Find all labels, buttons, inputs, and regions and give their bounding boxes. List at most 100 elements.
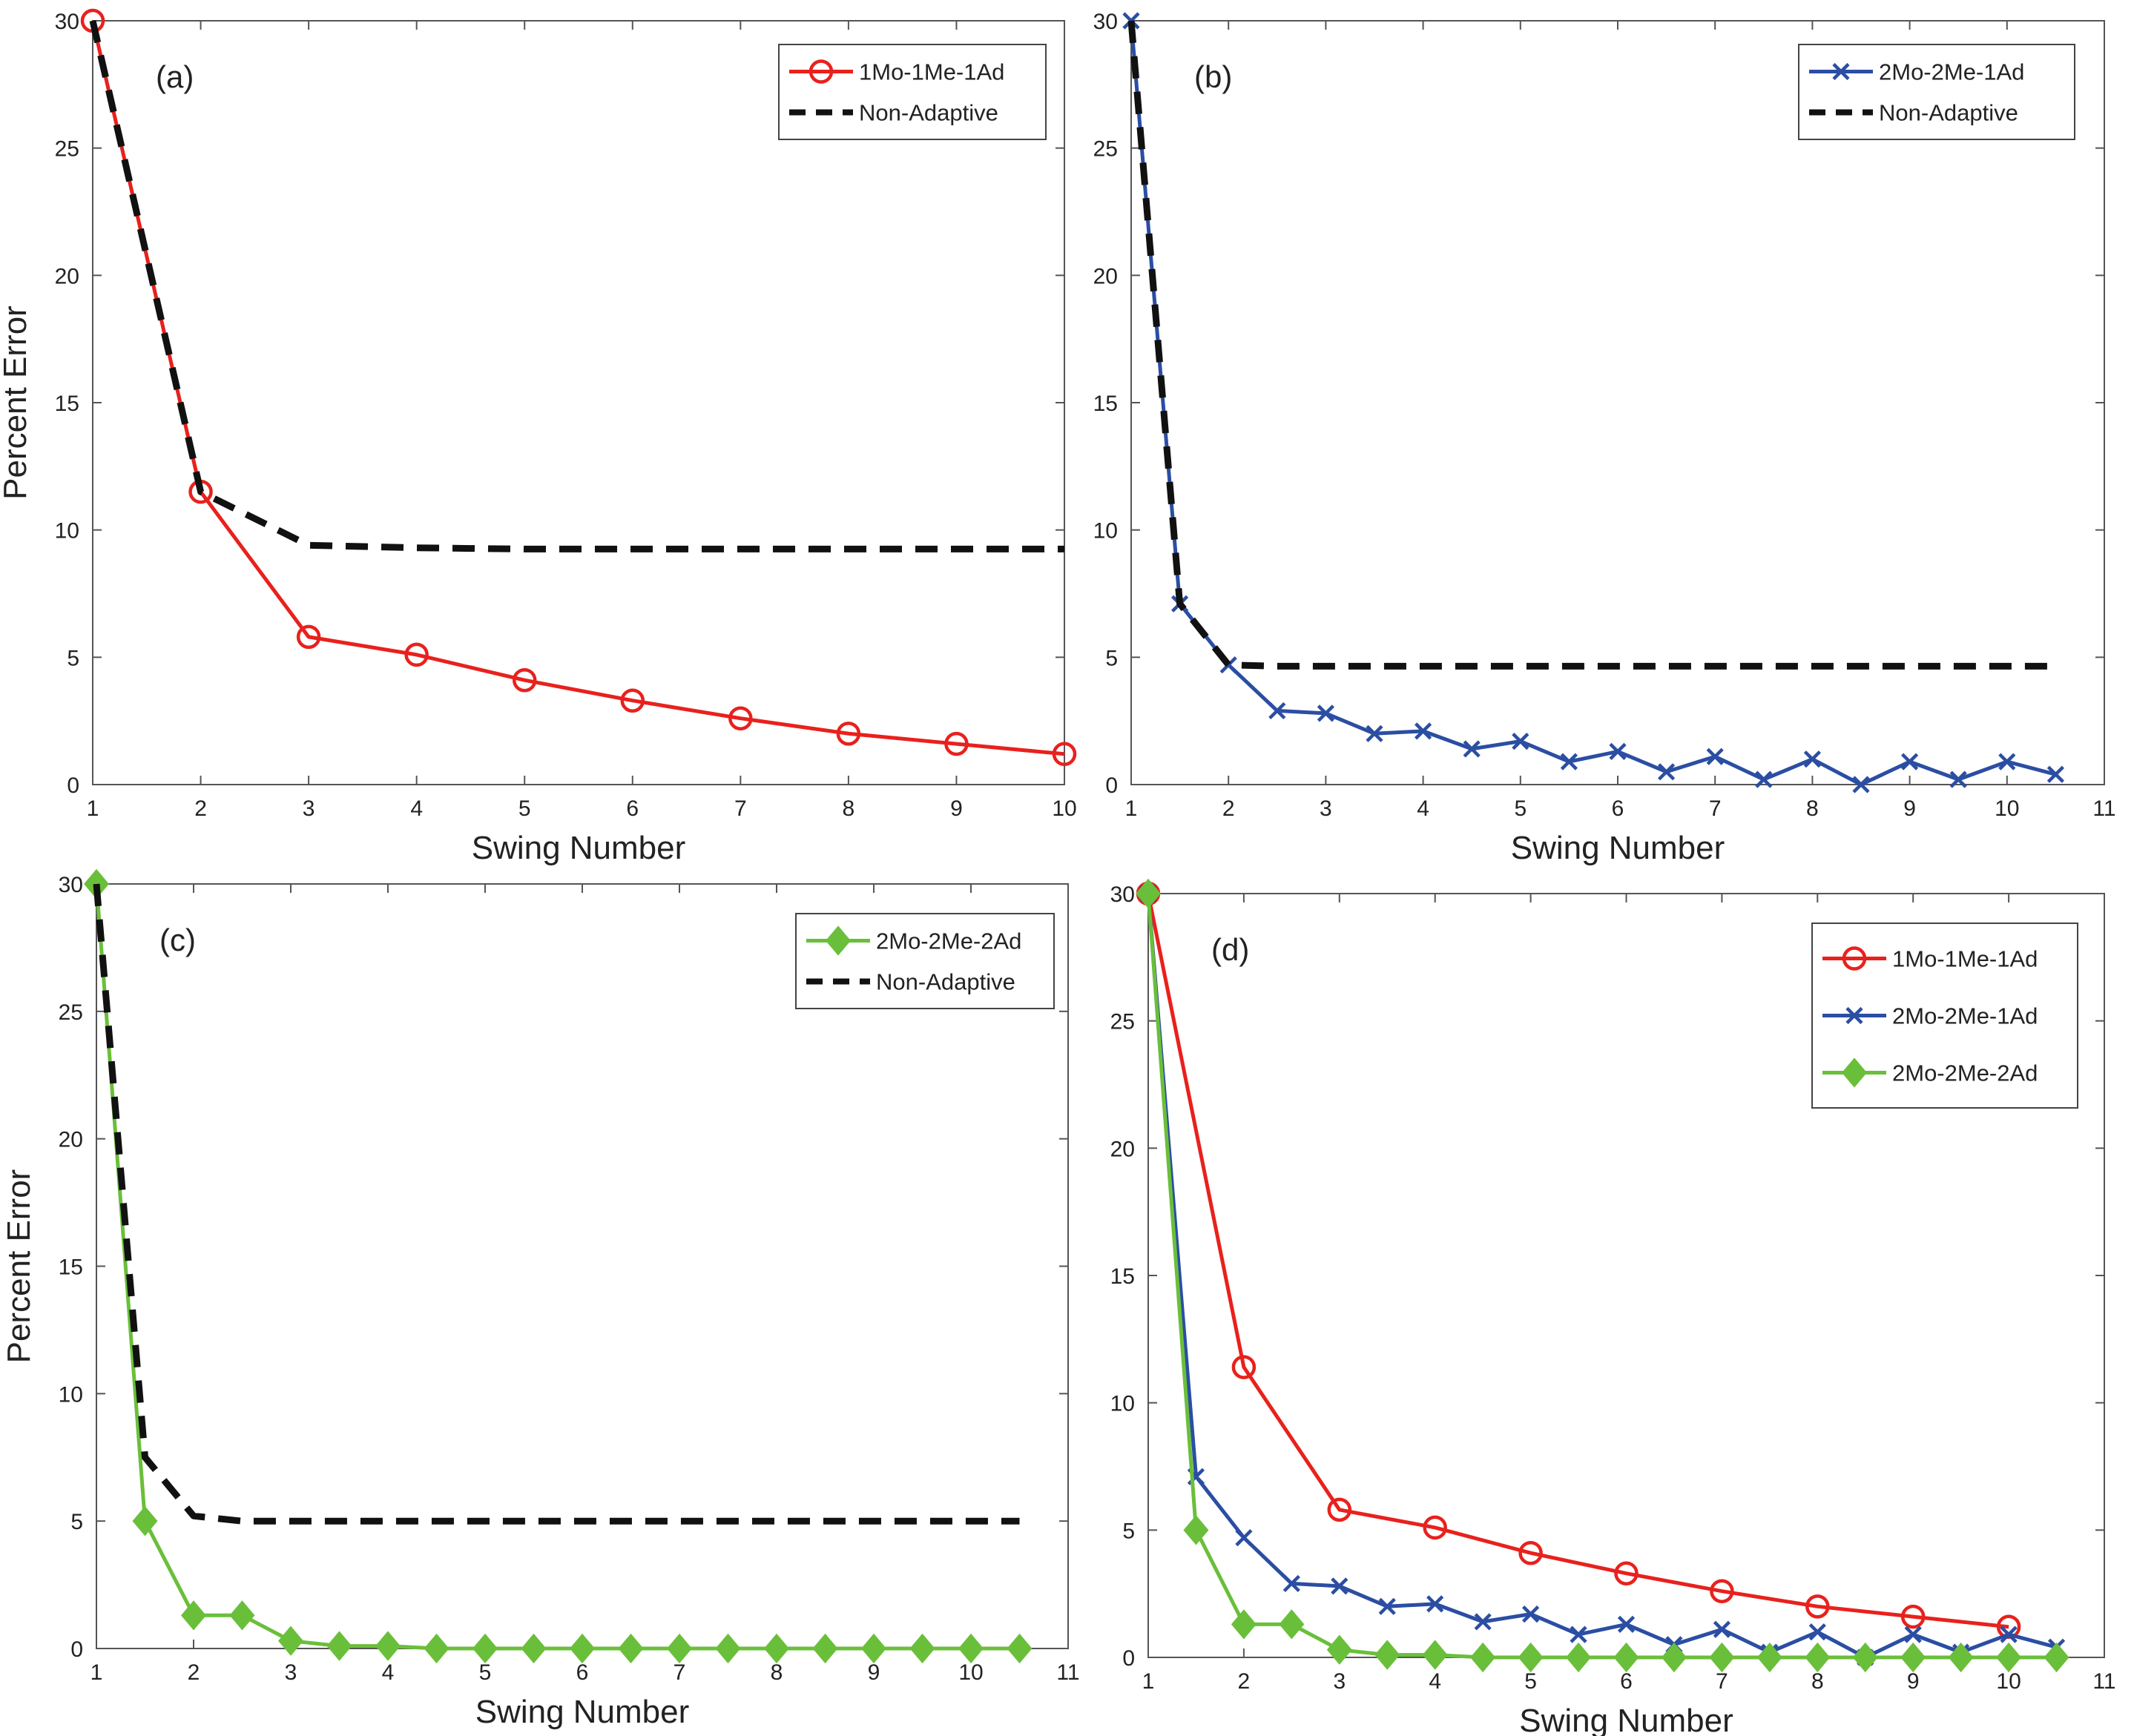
- y-tick-label: 0: [1122, 1646, 1135, 1671]
- data-point: [1900, 1604, 1926, 1629]
- series-layer: [1122, 12, 2064, 793]
- y-tick-label: 0: [70, 1637, 83, 1662]
- x-tick-label: 11: [2092, 796, 2115, 821]
- data-point: [1808, 1623, 1826, 1641]
- legend-label: 1Mo-1Me-1Ad: [859, 59, 1004, 85]
- data-point: [1374, 1640, 1400, 1670]
- y-tick-label: 25: [1093, 137, 1118, 162]
- x-tick-label: 10: [1995, 796, 2019, 821]
- x-tick-label: 6: [1620, 1669, 1633, 1694]
- panel-label: (c): [159, 923, 196, 957]
- data-point: [1518, 1540, 1543, 1565]
- x-tick-label: 3: [1333, 1669, 1346, 1694]
- data-point: [728, 706, 753, 730]
- data-point: [1709, 1642, 1735, 1672]
- data-point: [1609, 742, 1627, 760]
- legend-label: 2Mo-2Me-1Ad: [1892, 1003, 2038, 1029]
- x-tick-label: 11: [2092, 1669, 2115, 1694]
- data-point: [1327, 1497, 1352, 1522]
- data-point: [472, 1633, 498, 1663]
- series-line-2Mo-2Me-1Ad: [1146, 893, 2058, 1660]
- x-tick-label: 9: [1907, 1669, 1920, 1694]
- data-point: [1378, 1597, 1396, 1615]
- x-tick-label: 9: [868, 1660, 880, 1685]
- data-point: [229, 1600, 255, 1631]
- data-point: [296, 624, 321, 650]
- x-axis-label: Swing Number: [472, 830, 686, 866]
- legend: 2Mo-2Me-2Ad Non-Adaptive: [795, 913, 1055, 1009]
- x-axis-label: Swing Number: [1511, 830, 1725, 866]
- x-tick-label: 7: [674, 1660, 686, 1685]
- data-point: [1512, 733, 1529, 750]
- y-tick-label: 30: [59, 873, 83, 897]
- x-tick-label: 9: [1903, 796, 1916, 821]
- y-axis-label: Percent Error: [0, 306, 33, 500]
- data-point: [1560, 753, 1578, 770]
- data-point: [1904, 1626, 1922, 1643]
- legend: 1Mo-1Me-1Ad 2Mo-2Me-1Ad 2Mo-2Me-2Ad: [1811, 923, 2078, 1109]
- y-tick-label: 15: [59, 1255, 83, 1280]
- data-point: [715, 1633, 741, 1663]
- y-tick-label: 20: [59, 1128, 83, 1152]
- data-point: [1998, 753, 2016, 770]
- legend-marker: [1845, 1006, 1863, 1025]
- y-tick-label: 20: [1110, 1137, 1135, 1161]
- data-point: [1007, 1633, 1033, 1663]
- y-tick-label: 30: [1110, 882, 1135, 907]
- data-point: [1805, 1642, 1831, 1672]
- x-tick-label: 3: [303, 796, 315, 821]
- legend-marker: [1842, 1057, 1867, 1088]
- data-point: [1948, 1642, 1974, 1672]
- x-tick-label: 2: [188, 1660, 200, 1685]
- data-point: [1463, 740, 1481, 758]
- data-point: [836, 722, 861, 746]
- data-point: [1570, 1626, 1587, 1643]
- data-point: [764, 1633, 789, 1663]
- data-point: [570, 1633, 595, 1663]
- data-point: [1756, 1642, 1782, 1672]
- legend: 1Mo-1Me-1Ad Non-Adaptive: [778, 44, 1047, 140]
- data-point: [512, 667, 537, 693]
- y-tick-label: 10: [1110, 1392, 1135, 1416]
- legend-marker: [1842, 946, 1867, 971]
- data-point: [1900, 1642, 1926, 1672]
- data-point: [404, 642, 429, 667]
- data-point: [424, 1633, 449, 1663]
- y-tick-label: 25: [55, 137, 79, 162]
- x-tick-label: 9: [950, 796, 963, 821]
- data-point: [1755, 770, 1773, 788]
- data-point: [1282, 1574, 1300, 1593]
- data-point: [1996, 1642, 2022, 1672]
- x-tick-label: 8: [771, 1660, 783, 1685]
- chart-panel-c: 1 2 3 4 5 6 7 8 9 10 11 0 5 10 15 20 25 30 Swing Number Per…: [1, 869, 1080, 1730]
- legend-label: 2Mo-2Me-2Ad: [876, 928, 1021, 954]
- data-point: [1617, 1615, 1636, 1633]
- x-tick-label: 3: [285, 1660, 297, 1685]
- data-point: [1518, 1642, 1544, 1672]
- data-point: [2044, 1642, 2069, 1672]
- data-point: [2046, 765, 2064, 783]
- x-tick-label: 4: [410, 796, 423, 821]
- x-tick-label: 1: [1125, 796, 1138, 821]
- data-point: [944, 731, 969, 756]
- legend-marker: [1832, 62, 1850, 81]
- data-point: [1996, 1614, 2021, 1640]
- x-tick-label: 5: [1524, 1669, 1537, 1694]
- x-tick-label: 4: [1417, 796, 1429, 821]
- data-point: [1614, 1561, 1639, 1585]
- data-point: [1805, 1594, 1830, 1619]
- x-tick-label: 2: [1222, 796, 1235, 821]
- series-layer: [1136, 879, 2069, 1672]
- x-tick-label: 8: [843, 796, 855, 821]
- x-tick-label: 1: [87, 796, 99, 821]
- data-point: [2000, 1626, 2018, 1643]
- x-tick-label: 10: [1052, 796, 1076, 821]
- x-tick-label: 10: [1996, 1669, 2021, 1694]
- data-point: [1566, 1642, 1592, 1672]
- data-point: [1317, 704, 1334, 722]
- y-tick-label: 5: [1105, 646, 1118, 670]
- x-tick-label: 2: [1238, 1669, 1251, 1694]
- y-axis-label: Percent Error: [1, 1169, 37, 1364]
- x-tick-label: 1: [1142, 1669, 1155, 1694]
- data-point: [1326, 1634, 1352, 1665]
